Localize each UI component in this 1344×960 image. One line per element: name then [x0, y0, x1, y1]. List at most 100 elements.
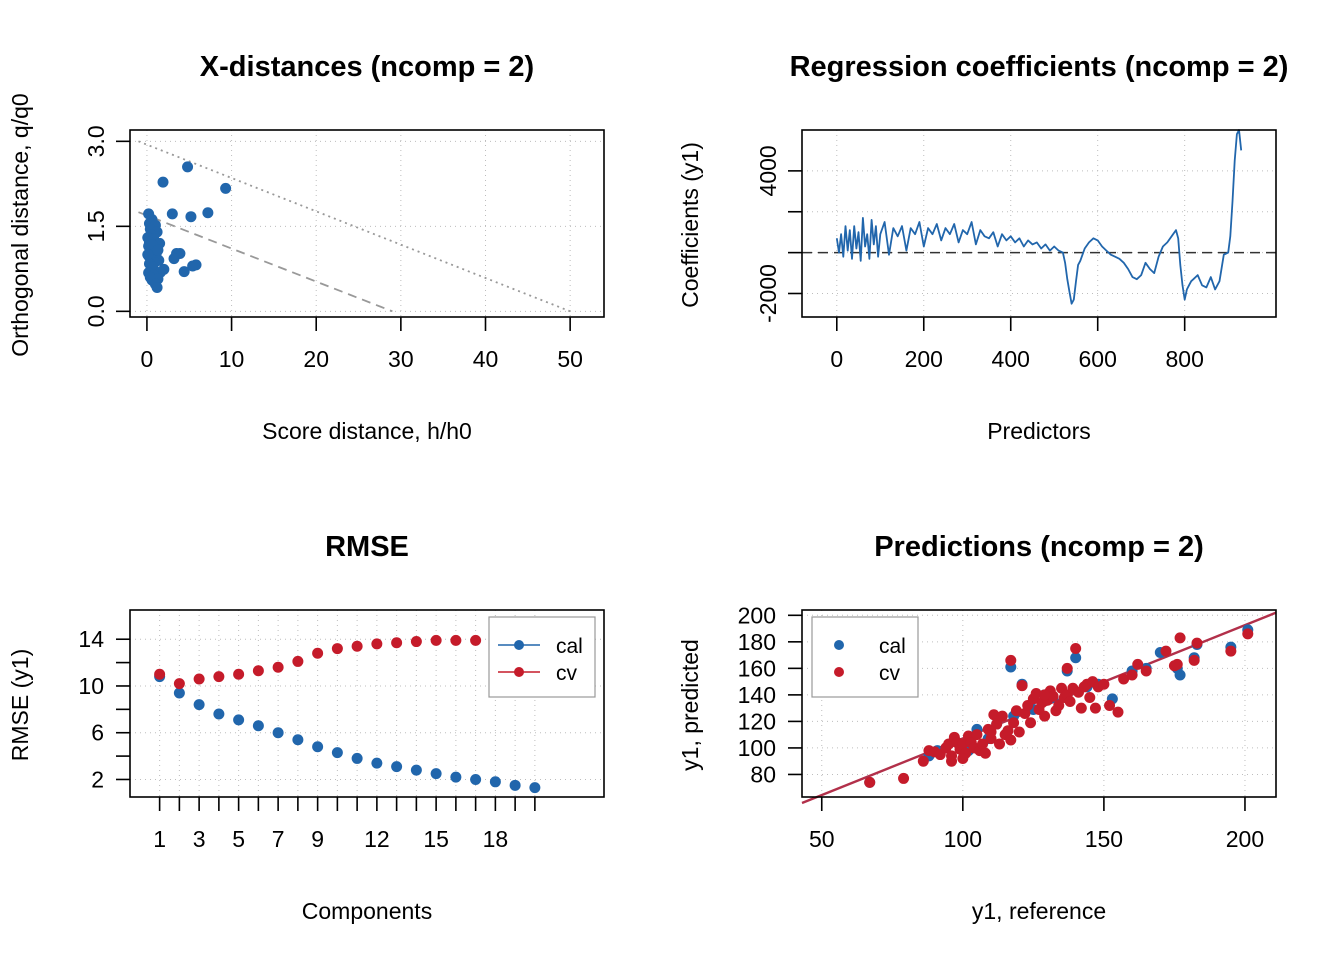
cv-point	[1112, 706, 1124, 718]
data-point	[220, 182, 232, 194]
rmse-ylabel: RMSE (y1)	[7, 649, 33, 761]
cv-point	[1005, 654, 1017, 666]
xdist-title: X-distances (ncomp = 2)	[200, 51, 534, 83]
cv-point	[1070, 642, 1082, 654]
cv-point	[1030, 688, 1042, 700]
rmse-axes: 1 3 5 7 9 12 15 18 2 6 10 14	[78, 626, 536, 852]
cal-point	[272, 727, 284, 739]
cv-point	[1171, 658, 1183, 670]
cv-point	[1016, 680, 1028, 692]
cv-point	[979, 747, 991, 759]
regcoeffs-ylabel: Coefficients (y1)	[677, 142, 703, 308]
cv-point	[213, 671, 225, 683]
legend-label-cal: cal	[556, 635, 583, 658]
cv-point	[272, 661, 284, 673]
legend-label-cal: cal	[879, 635, 906, 658]
y-tick-label: 0.0	[83, 295, 109, 327]
legend-marker-cv	[514, 667, 524, 677]
predictions-grid	[802, 610, 1276, 797]
x-tick-label: 1	[153, 826, 166, 852]
cv-point	[1084, 692, 1096, 704]
x-tick-label: 200	[905, 346, 943, 372]
cv-point	[1005, 734, 1017, 746]
x-tick-label: 15	[423, 826, 449, 852]
cv-point	[957, 753, 969, 765]
x-tick-label: 0	[830, 346, 843, 372]
regcoeffs-grid	[802, 130, 1276, 317]
cal-point	[292, 734, 304, 746]
cal-point	[252, 720, 264, 732]
x-tick-label: 50	[809, 826, 835, 852]
extreme-limit-line	[138, 211, 393, 313]
cv-point	[312, 647, 324, 659]
cv-point	[1047, 690, 1059, 702]
cv-point	[410, 636, 422, 648]
x-tick-label: 18	[483, 826, 509, 852]
cv-point	[1188, 654, 1200, 666]
x-tick-label: 5	[232, 826, 245, 852]
legend-box	[811, 616, 919, 698]
x-tick-label: 400	[992, 346, 1030, 372]
x-tick-label: 40	[473, 346, 499, 372]
cv-point	[1013, 726, 1025, 738]
x-tick-label: 200	[1226, 826, 1264, 852]
x-tick-label: 0	[141, 346, 154, 372]
cv-point	[1140, 665, 1152, 677]
xdist-ylabel: Orthogonal distance, q/q0	[7, 93, 33, 356]
cal-point	[430, 768, 442, 780]
cv-point	[331, 643, 343, 655]
cv-point	[1126, 669, 1138, 681]
cv-point	[985, 726, 997, 738]
regcoeffs-series	[835, 129, 1243, 305]
cal-point	[509, 779, 521, 791]
y-tick-label: 140	[738, 682, 776, 708]
cv-point	[173, 678, 185, 690]
cv-point	[470, 634, 482, 646]
y-tick-label: 3.0	[83, 125, 109, 157]
data-point	[157, 176, 169, 188]
data-point	[142, 249, 154, 261]
y-tick-label: 80	[750, 761, 776, 787]
cv-point	[1118, 673, 1130, 685]
cv-point	[1242, 628, 1254, 640]
rmse-frame	[129, 609, 605, 798]
data-point	[168, 253, 180, 265]
rmse-panel: RMSE Components RMSE (y1) 1 3 5 7 9 12 15 18261…	[7, 531, 605, 924]
cal-point	[489, 776, 501, 788]
cal-point	[193, 699, 205, 711]
cal-point	[351, 752, 363, 764]
regcoeffs-xlabel: Predictors	[987, 418, 1091, 444]
xdist-frame	[129, 129, 605, 318]
rmse-title: RMSE	[325, 531, 409, 563]
xdist-points	[142, 161, 232, 294]
predictions-xlabel: y1, reference	[972, 898, 1106, 924]
cv-point	[252, 665, 264, 677]
legend-label-cv: cv	[556, 662, 578, 685]
cv-point	[154, 668, 166, 680]
cv-point	[1008, 717, 1020, 729]
regcoeffs-frame	[801, 129, 1277, 318]
cal-point	[331, 747, 343, 759]
data-point	[151, 282, 163, 294]
y-tick-label: 14	[78, 626, 104, 652]
cv-point	[917, 755, 929, 767]
x-tick-label: 12	[364, 826, 390, 852]
legend-marker-cal	[514, 640, 524, 650]
cv-point	[1191, 637, 1203, 649]
rmse-points	[154, 634, 541, 794]
cal-point	[233, 714, 245, 726]
y-tick-label: -2000	[755, 264, 781, 323]
cv-point	[391, 637, 403, 649]
cv-point	[351, 640, 363, 652]
y-tick-label: 10	[78, 673, 104, 699]
y-tick-label: 4000	[755, 145, 781, 196]
x-tick-label: 20	[303, 346, 329, 372]
cv-point	[1002, 725, 1014, 737]
xdist-grid	[130, 130, 604, 317]
predictions-legend: cal cv	[811, 616, 919, 698]
x-tick-label: 10	[219, 346, 245, 372]
cv-point	[450, 634, 462, 646]
cv-point	[898, 772, 910, 784]
